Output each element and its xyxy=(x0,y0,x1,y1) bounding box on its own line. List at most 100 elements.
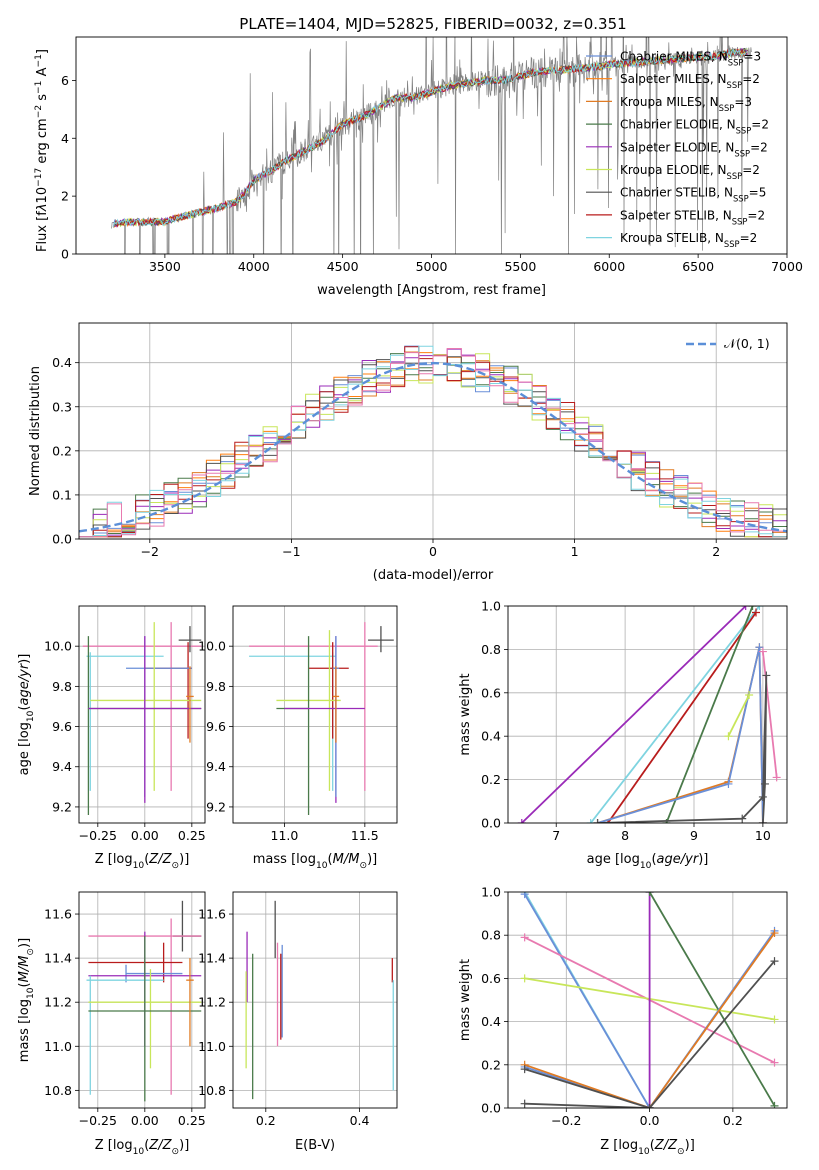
x-tick-label: 0.00 xyxy=(131,1113,159,1128)
x-axis-label: Z [log10(Z/Z⊙)] xyxy=(600,1138,695,1157)
error-bar-point xyxy=(173,900,202,952)
plus-marker xyxy=(755,606,764,610)
residual-histogram-panel: −2 −1 0 1 2 0.0 0.1 0.2 0.3 0.4 (data-model)/error… xyxy=(28,322,788,583)
y-axis-label: Flux [fλ10−17 erg cm−2 s−1 A−1] xyxy=(34,49,50,252)
x-axis-label: Z [log10(Z/Z⊙)] xyxy=(95,852,190,871)
y-axis-label: Normed distribution xyxy=(28,366,43,496)
plus-marker xyxy=(758,792,767,801)
weight-line xyxy=(521,606,747,823)
x-tick-label: 5500 xyxy=(504,259,536,274)
y-tick-label: 0.2 xyxy=(52,443,72,458)
y-tick-label: 0.4 xyxy=(481,1014,501,1029)
mass-weight-vs-age-panel: 7 8 9 10 0.0 0.2 0.4 0.6 0.8 1.0 age [log10(age/yr… xyxy=(458,599,788,871)
y-tick-label: 0.3 xyxy=(52,399,72,414)
weight-line xyxy=(597,675,768,823)
axes-frame xyxy=(232,605,398,824)
weight-line xyxy=(524,960,776,1108)
plot-area xyxy=(86,900,202,1102)
x-tick-label: −0.25 xyxy=(79,1113,117,1128)
y-tick-label: 6 xyxy=(61,73,69,88)
plot-area xyxy=(517,606,781,823)
plus-marker xyxy=(758,647,767,656)
legend-entry: Kroupa ELODIE, NSSP=2 xyxy=(620,163,760,181)
y-tick-label: 9.8 xyxy=(206,679,226,694)
y-tick-label: 9.4 xyxy=(52,759,72,774)
y-tick-label: 10.0 xyxy=(44,639,72,654)
age-vs-mass-panel: 11.0 11.5 9.2 9.4 9.6 9.8 10.0 mass [log10(M/M⊙… xyxy=(198,605,398,871)
plus-marker xyxy=(748,606,757,610)
y-tick-label: 11.2 xyxy=(198,995,226,1010)
weight-line xyxy=(524,932,776,1108)
plus-marker xyxy=(645,1104,654,1108)
y-axis-label: age [log10(age/yr)] xyxy=(17,654,36,776)
x-tick-label: 0.4 xyxy=(350,1113,370,1128)
x-tick-label: 6500 xyxy=(682,259,714,274)
x-tick-label: 8 xyxy=(621,828,629,843)
y-tick-label: 10.0 xyxy=(198,639,226,654)
y-tick-label: 4 xyxy=(61,131,69,146)
x-axis-label: E(B-V) xyxy=(295,1138,335,1153)
plot-area xyxy=(249,622,394,815)
x-tick-label: 6000 xyxy=(593,259,625,274)
mass-weight-vs-metallicity-panel: −0.2 0.0 0.2 0.0 0.2 0.4 0.6 0.8 1.0 Z [log10(Z/Z… xyxy=(458,885,788,1157)
x-tick-label: 1 xyxy=(571,544,579,559)
error-bar-point xyxy=(86,652,164,791)
plus-marker xyxy=(752,608,760,617)
y-tick-label: 0.1 xyxy=(52,487,72,502)
plus-marker xyxy=(724,779,733,788)
error-bar-point xyxy=(178,626,202,653)
y-tick-label: 11.0 xyxy=(44,1039,72,1054)
y-tick-label: 10.8 xyxy=(198,1083,226,1098)
x-tick-label: 0.25 xyxy=(178,828,206,843)
plot-area xyxy=(245,900,394,1100)
axes-frame xyxy=(507,891,788,1109)
plus-marker xyxy=(520,933,529,942)
x-tick-label: 2 xyxy=(712,544,720,559)
x-tick-label: −2 xyxy=(141,544,159,559)
histogram-step-pink xyxy=(79,348,787,538)
plus-marker xyxy=(520,1099,529,1108)
plus-marker xyxy=(593,819,602,823)
plus-marker xyxy=(755,643,764,652)
x-tick-label: 0.25 xyxy=(178,1113,206,1128)
plus-marker xyxy=(760,779,769,788)
x-axis-label: (data-model)/error xyxy=(373,568,494,583)
y-tick-label: 9.6 xyxy=(52,719,72,734)
axes-frame xyxy=(78,605,206,824)
x-tick-label: 0.00 xyxy=(131,828,159,843)
normal-curve xyxy=(79,361,787,533)
mass-vs-metallicity-panel: −0.25 0.00 0.25 10.8 11.0 11.2 11.4 11.6 Z [log1… xyxy=(17,891,206,1157)
axes-frame xyxy=(507,605,788,824)
x-axis-label: mass [log10(M/M⊙)] xyxy=(253,852,377,871)
model-line-kroupa-stelib xyxy=(112,49,748,228)
plus-marker xyxy=(770,1101,779,1108)
x-tick-label: 7000 xyxy=(771,259,803,274)
y-tick-label: 11.6 xyxy=(198,907,226,922)
legend-entry: Chabrier ELODIE, NSSP=2 xyxy=(620,118,769,136)
weight-line xyxy=(762,651,778,778)
y-tick-label: 9.6 xyxy=(206,719,226,734)
axes-frame xyxy=(75,36,788,255)
weight-line xyxy=(665,606,754,823)
plus-marker xyxy=(770,957,779,966)
x-tick-label: 4000 xyxy=(238,259,270,274)
error-bar-point xyxy=(88,936,202,1102)
plus-marker xyxy=(517,819,526,823)
y-tick-label: 0.0 xyxy=(52,532,72,547)
error-bar-point xyxy=(88,636,202,803)
legend: Chabrier MILES, NSSP=3 Salpeter MILES, NS… xyxy=(586,50,769,249)
error-bar-point xyxy=(126,636,192,797)
error-bar-point xyxy=(249,622,378,791)
x-axis-label: age [log10(age/yr)] xyxy=(587,852,709,871)
spectrum-panel: 3500 4000 4500 5000 5500 6000 6500 7000 0 2 4 6 wave… xyxy=(34,36,803,298)
x-tick-label: 11.5 xyxy=(351,828,379,843)
y-tick-label: 1.0 xyxy=(481,885,501,900)
mass-vs-ebv-panel: 0.2 0.4 10.8 11.0 11.2 11.4 11.6 E(B-V) xyxy=(198,891,398,1153)
axes-frame xyxy=(78,322,788,540)
age-vs-metallicity-panel: −0.25 0.00 0.25 9.2 9.4 9.6 9.8 10.0 Z [log10(Z/… xyxy=(17,605,206,871)
x-tick-label: 9 xyxy=(690,828,698,843)
plus-marker xyxy=(586,819,595,823)
x-tick-label: 7 xyxy=(552,828,560,843)
error-bar-point xyxy=(368,626,394,653)
weight-line xyxy=(589,606,761,823)
